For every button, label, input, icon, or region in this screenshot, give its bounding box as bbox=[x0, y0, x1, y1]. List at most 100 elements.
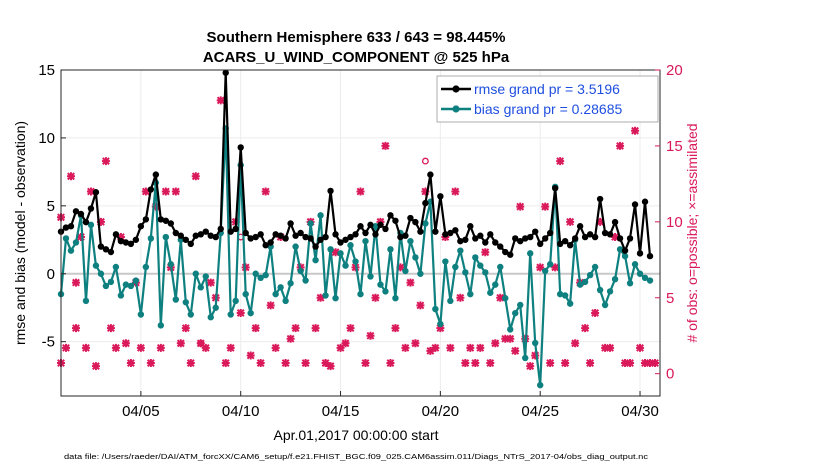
obs-assimilated-marker bbox=[506, 334, 515, 343]
bias-point bbox=[297, 267, 304, 275]
obs-assimilated-glyph bbox=[401, 343, 410, 352]
rmse-point bbox=[242, 229, 249, 237]
rmse-point bbox=[217, 225, 224, 233]
rmse-point bbox=[82, 218, 90, 226]
obs-assimilated-glyph bbox=[416, 301, 425, 310]
bias-point bbox=[182, 299, 189, 306]
obs-assimilated-marker bbox=[286, 334, 295, 343]
plot-frame bbox=[60, 69, 661, 397]
obs-assimilated-marker bbox=[516, 202, 525, 211]
legend: rmse grand pr = 3.5196 bias grand pr = 0… bbox=[436, 75, 659, 123]
bias-point bbox=[317, 212, 324, 219]
bias-point bbox=[497, 263, 504, 271]
obs-assimilated-marker bbox=[191, 172, 200, 181]
obs-assimilated-glyph bbox=[156, 343, 165, 352]
obs-assimilated-marker bbox=[361, 359, 370, 368]
rmse-point bbox=[452, 227, 459, 234]
bias-point bbox=[262, 271, 269, 279]
obs-assimilated-marker bbox=[496, 293, 505, 302]
rmse-point bbox=[137, 223, 145, 230]
obs-assimilated-marker bbox=[71, 324, 80, 333]
rmse-point bbox=[347, 233, 354, 241]
obs-assimilated-marker bbox=[551, 263, 560, 272]
rmse-point bbox=[147, 186, 155, 193]
rmse-point bbox=[197, 231, 204, 238]
rmse-point bbox=[247, 235, 254, 242]
rmse-point bbox=[262, 242, 269, 249]
obs-assimilated-marker bbox=[121, 339, 130, 348]
obs-assimilated-glyph bbox=[96, 217, 105, 226]
bias-point bbox=[257, 274, 264, 282]
rmse-point bbox=[317, 236, 324, 243]
obs-possible-marker bbox=[421, 157, 429, 165]
obs-assimilated-glyph bbox=[611, 233, 620, 242]
obs-assimilated-marker bbox=[561, 359, 570, 368]
y2-tick-label: 0 bbox=[666, 366, 674, 383]
obs-assimilated-glyph bbox=[616, 141, 625, 150]
obs-assimilated-glyph bbox=[226, 343, 235, 352]
rmse-point bbox=[412, 218, 419, 226]
rmse-point bbox=[212, 233, 219, 241]
obs-assimilated-marker bbox=[331, 248, 340, 257]
obs-assimilated-glyph bbox=[361, 359, 370, 368]
bias-point bbox=[137, 311, 145, 318]
rmse-point bbox=[616, 235, 624, 242]
obs-assimilated-glyph bbox=[356, 187, 365, 196]
obs-assimilated-glyph bbox=[561, 359, 570, 368]
rmse-point bbox=[307, 235, 314, 242]
obs-assimilated-marker bbox=[581, 324, 590, 333]
y2-tick-label: 15 bbox=[666, 138, 683, 155]
y2-tick-label: 20 bbox=[666, 62, 683, 79]
bias-point bbox=[172, 296, 180, 303]
legend-rmse-label: rmse grand pr = 3.5196 bbox=[474, 81, 620, 97]
rmse-point bbox=[232, 225, 239, 233]
rmse-point bbox=[591, 233, 599, 241]
rmse-point bbox=[332, 231, 339, 238]
rmse-point bbox=[442, 231, 449, 238]
obs-assimilated-marker bbox=[626, 359, 635, 368]
obs-assimilated-glyph bbox=[191, 172, 200, 181]
x-tick-label: 04/20 bbox=[422, 403, 460, 420]
obs-assimilated-marker bbox=[416, 301, 425, 310]
bias-point bbox=[412, 254, 419, 261]
rmse-point bbox=[551, 184, 559, 192]
rmse-point bbox=[112, 231, 120, 238]
footnote: data file: /Users/raeder/DAI/ATM_forcXX/… bbox=[64, 454, 649, 461]
rmse-point bbox=[162, 217, 170, 224]
rmse-point bbox=[157, 216, 165, 223]
obs-assimilated-marker bbox=[451, 187, 460, 196]
bias-point bbox=[527, 250, 534, 257]
obs-assimilated-glyph bbox=[541, 202, 550, 211]
obs-assimilated-marker bbox=[106, 324, 115, 333]
obs-assimilated-marker bbox=[201, 343, 210, 352]
obs-assimilated-glyph bbox=[331, 248, 340, 257]
rmse-point bbox=[541, 235, 549, 242]
bias-point bbox=[487, 289, 494, 296]
obs-assimilated-glyph bbox=[536, 263, 545, 272]
obs-assimilated-marker bbox=[141, 187, 150, 196]
bias-point bbox=[82, 297, 90, 305]
obs-assimilated-glyph bbox=[286, 334, 295, 343]
bias-point bbox=[127, 282, 135, 290]
obs-assimilated-glyph bbox=[571, 339, 580, 348]
x-axis-ticks: 04/05 04/10 04/15 04/20 04/25 04/30 bbox=[122, 391, 659, 420]
obs-assimilated-glyph bbox=[481, 248, 490, 257]
rmse-point bbox=[172, 229, 180, 237]
obs-assimilated-marker bbox=[456, 293, 465, 302]
bias-point bbox=[97, 270, 105, 277]
obs-assimilated-glyph bbox=[116, 233, 125, 242]
obs-assimilated-marker bbox=[596, 217, 605, 226]
obs-assimilated-glyph bbox=[436, 324, 445, 333]
obs-assimilated-glyph bbox=[451, 187, 460, 196]
bias-point bbox=[347, 242, 354, 249]
obs-assimilated-marker bbox=[346, 324, 355, 333]
bias-point bbox=[147, 235, 155, 242]
obs-assimilated-marker bbox=[481, 248, 490, 257]
obs-assimilated-marker bbox=[136, 343, 145, 352]
rmse-point bbox=[546, 229, 554, 237]
obs-assimilated-marker bbox=[566, 217, 575, 226]
bias-point bbox=[601, 301, 609, 309]
rmse-point bbox=[507, 251, 514, 258]
obs-assimilated-marker bbox=[301, 359, 310, 368]
rmse-point bbox=[492, 239, 499, 246]
